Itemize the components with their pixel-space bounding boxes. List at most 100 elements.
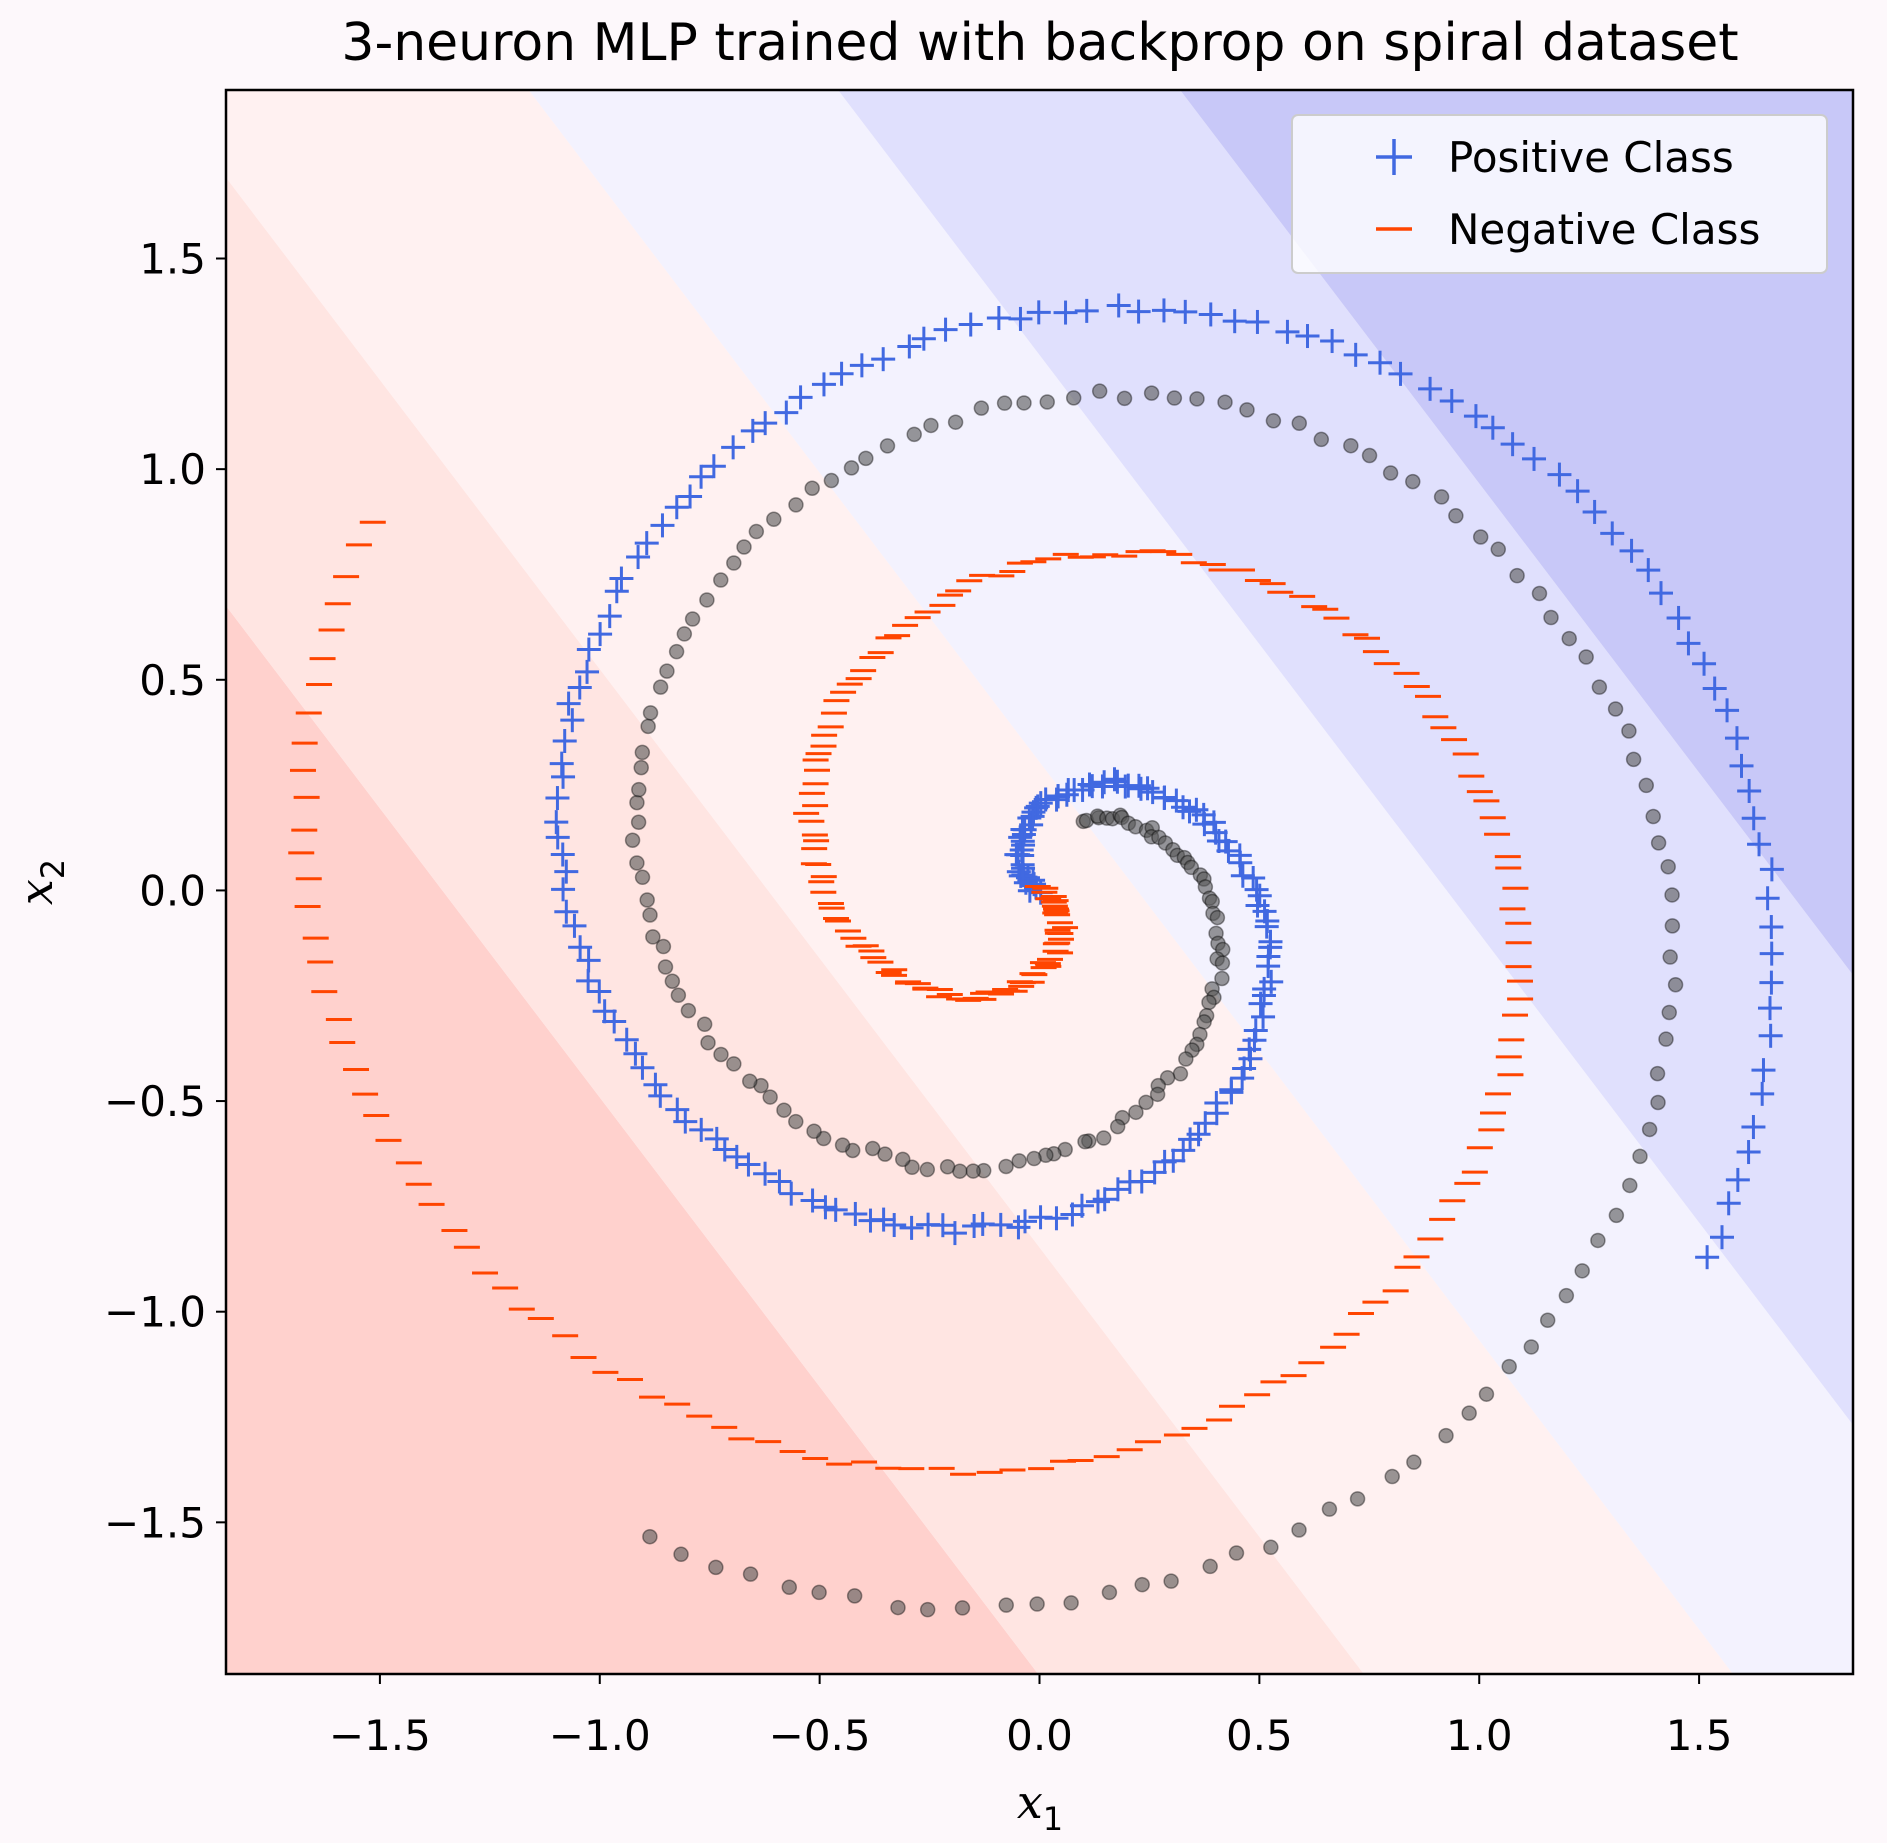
unlabeled-point <box>1472 529 1489 545</box>
unlabeled-point <box>1101 1584 1118 1601</box>
unlabeled-point <box>923 417 939 434</box>
unlabeled-point <box>680 1002 697 1019</box>
unlabeled-point <box>1209 909 1226 926</box>
unlabeled-point <box>1202 1558 1218 1575</box>
unlabeled-point <box>973 400 990 416</box>
positive-point <box>1077 772 1102 797</box>
positive-point <box>560 708 585 733</box>
unlabeled-point <box>736 539 752 555</box>
positive-point <box>942 1221 967 1246</box>
unlabeled-point <box>904 1159 920 1176</box>
positive-point <box>597 604 622 629</box>
positive-point <box>648 1083 673 1108</box>
positive-point <box>704 1126 729 1151</box>
positive-point <box>1008 306 1033 331</box>
positive-point <box>544 810 569 835</box>
positive-point <box>1142 1160 1167 1185</box>
unlabeled-point <box>1661 1004 1678 1021</box>
positive-point <box>614 1027 639 1052</box>
y-tick-label: −1.5 <box>104 1498 206 1547</box>
positive-point <box>1106 293 1131 318</box>
positive-point <box>1028 1205 1053 1230</box>
x-tick-label: 0.0 <box>1006 1711 1073 1760</box>
y-tick-label: 0.0 <box>139 866 206 915</box>
unlabeled-point <box>1384 1468 1400 1485</box>
unlabeled-point <box>1607 701 1624 717</box>
unlabeled-point <box>1214 955 1231 971</box>
positive-point <box>1248 991 1273 1016</box>
positive-point <box>753 1161 778 1186</box>
x-tick-label: −0.5 <box>769 1711 871 1760</box>
unlabeled-point <box>629 794 645 811</box>
legend-positive-marker <box>1376 139 1412 175</box>
positive-point <box>630 1055 655 1080</box>
unlabeled-point <box>834 1137 851 1153</box>
unlabeled-point <box>1664 918 1681 934</box>
unlabeled-point <box>1189 391 1205 407</box>
unlabeled-point <box>1228 1545 1245 1561</box>
positive-point <box>1741 806 1766 831</box>
positive-point <box>1228 850 1253 875</box>
positive-point <box>1343 342 1368 367</box>
unlabeled-point <box>676 626 693 642</box>
positive-point <box>1171 795 1196 820</box>
positive-point <box>1724 726 1749 751</box>
unlabeled-point <box>1065 390 1082 406</box>
positive-point <box>1709 1225 1734 1250</box>
unlabeled-point <box>1543 609 1559 626</box>
unlabeled-point <box>879 438 896 454</box>
unlabeled-point <box>1632 1148 1648 1165</box>
x-tick-label: 1.5 <box>1666 1711 1733 1760</box>
unlabeled-point <box>1214 970 1230 987</box>
positive-point <box>1715 698 1740 723</box>
unlabeled-point <box>1178 1051 1194 1067</box>
positive-point <box>911 326 936 351</box>
positive-point <box>843 1201 868 1226</box>
positive-point <box>767 1169 792 1194</box>
unlabeled-point <box>1662 949 1678 965</box>
unlabeled-point <box>894 1151 911 1168</box>
unlabeled-point <box>1438 1427 1454 1444</box>
positive-point <box>552 729 577 754</box>
unlabeled-point <box>811 1584 827 1601</box>
positive-point <box>1060 1202 1085 1227</box>
positive-point <box>576 637 601 662</box>
unlabeled-point <box>806 1123 822 1139</box>
positive-point <box>1256 954 1281 979</box>
positive-point <box>587 979 612 1004</box>
unlabeled-point <box>726 1056 742 1072</box>
positive-point <box>1636 558 1661 583</box>
positive-point <box>800 1188 825 1213</box>
unlabeled-point <box>998 1158 1014 1175</box>
unlabeled-point <box>877 1146 893 1162</box>
unlabeled-point <box>1658 1031 1674 1047</box>
unlabeled-point <box>781 1579 798 1595</box>
positive-point <box>721 435 746 460</box>
positive-point <box>1755 886 1780 911</box>
positive-point <box>689 464 714 489</box>
decision-band-4 <box>838 90 1853 1425</box>
positive-point <box>753 411 778 436</box>
unlabeled-point <box>630 814 647 830</box>
positive-point <box>1757 996 1782 1021</box>
positive-point <box>604 579 629 604</box>
positive-point <box>1500 432 1525 457</box>
unlabeled-point <box>642 705 659 721</box>
decision-band-2 <box>226 90 1733 1674</box>
y-tick-label: 1.0 <box>139 445 206 494</box>
positive-point <box>623 1041 648 1066</box>
positive-point <box>551 877 576 902</box>
unlabeled-point <box>1166 390 1183 406</box>
unlabeled-point <box>1539 1312 1556 1328</box>
unlabeled-point <box>1641 1121 1658 1138</box>
positive-point <box>724 1144 749 1169</box>
unlabeled-point <box>1201 994 1217 1011</box>
unlabeled-point <box>634 869 651 886</box>
positive-point <box>576 948 601 973</box>
positive-point <box>689 1117 714 1142</box>
positive-point <box>554 899 579 924</box>
positive-point <box>1152 1149 1177 1174</box>
positive-point <box>550 842 575 867</box>
